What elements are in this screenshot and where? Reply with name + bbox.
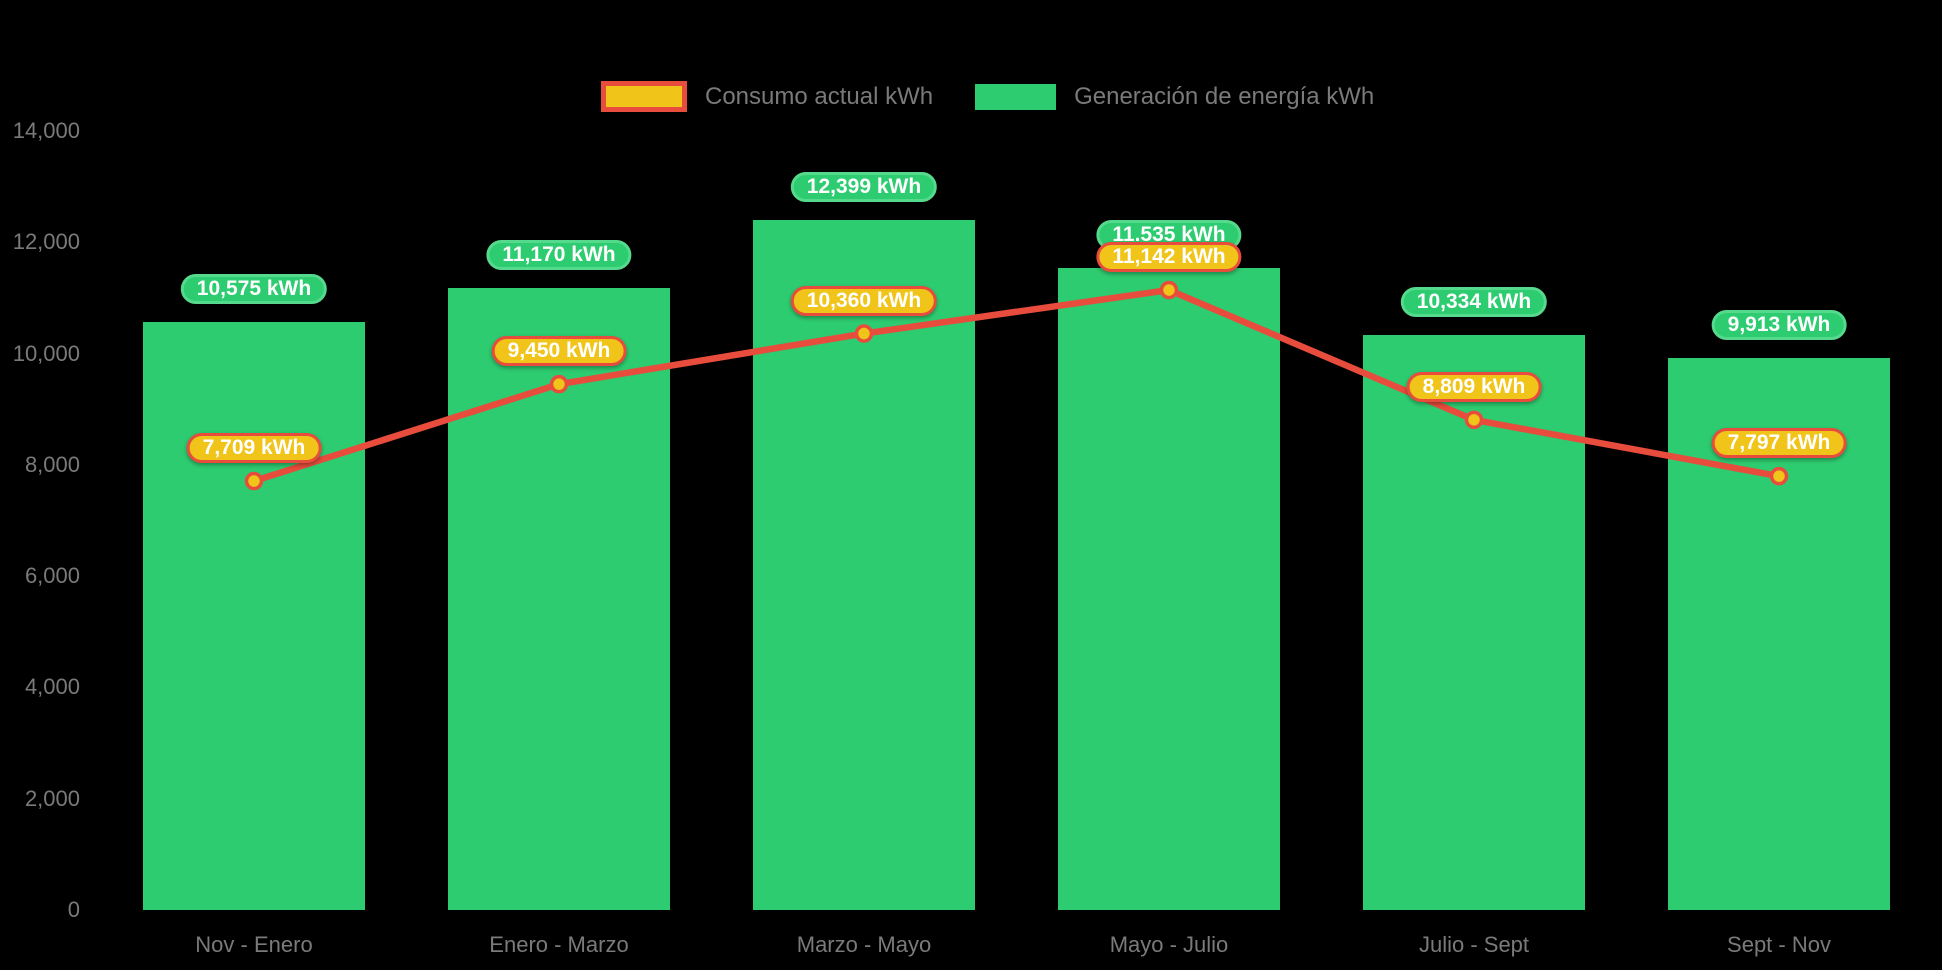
generation-value-badge: 10,575 kWh xyxy=(180,273,328,304)
x-axis-category-label: Nov - Enero xyxy=(195,932,313,957)
y-axis-tick-label: 0 xyxy=(67,897,80,922)
y-axis-tick-label: 8,000 xyxy=(24,451,80,477)
legend-swatch-generacion-icon xyxy=(975,83,1057,110)
generation-value-badge: 9,913 kWh xyxy=(1711,310,1847,341)
x-axis-category-label: Marzo - Mayo xyxy=(796,932,932,957)
x-axis-category-label: Sept - Nov xyxy=(1727,932,1831,957)
y-axis-tick-label: 4,000 xyxy=(24,674,80,700)
consumption-value-badge: 11,142 kWh xyxy=(1096,242,1242,273)
consumption-value-badge: 7,797 kWh xyxy=(1711,428,1847,459)
chart-legend: Consumo actual kWh Generación de energía… xyxy=(601,81,1374,112)
legend-item-consumo[interactable]: Consumo actual kWh xyxy=(601,81,933,112)
legend-label-generacion: Generación de energía kWh xyxy=(1074,82,1375,110)
x-axis-category-label: Enero - Marzo xyxy=(489,932,629,957)
y-axis-tick-label: 2,000 xyxy=(24,785,80,811)
consumption-point[interactable] xyxy=(854,324,874,343)
y-axis-tick-label: 10,000 xyxy=(12,340,80,366)
consumption-point[interactable] xyxy=(244,471,264,491)
generation-bar[interactable] xyxy=(143,321,365,910)
generation-value-badge: 12,399 kWh xyxy=(790,172,938,203)
legend-label-consumo: Consumo actual kWh xyxy=(705,82,934,110)
consumption-value-badge: 10,360 kWh xyxy=(790,285,938,316)
y-axis-tick-label: 12,000 xyxy=(12,229,80,255)
consumption-point[interactable] xyxy=(1769,466,1789,486)
generation-value-badge: 11,170 kWh xyxy=(486,240,632,271)
y-axis-tick-label: 14,000 xyxy=(12,118,80,143)
x-axis-category-label: Mayo - Julio xyxy=(1109,932,1229,957)
consumption-value-badge: 9,450 kWh xyxy=(491,336,627,367)
consumption-value-badge: 8,809 kWh xyxy=(1406,371,1542,402)
consumption-point[interactable] xyxy=(1159,280,1179,300)
generation-value-badge: 10,334 kWh xyxy=(1400,286,1548,317)
consumption-line xyxy=(250,286,1783,485)
consumption-point[interactable] xyxy=(1464,410,1484,430)
x-axis-category-label: Julio - Sept xyxy=(1418,932,1530,957)
consumption-point[interactable] xyxy=(549,374,569,394)
consumption-value-badge: 7,709 kWh xyxy=(186,433,322,464)
generation-bar[interactable] xyxy=(1058,268,1280,910)
legend-item-generacion[interactable]: Generación de energía kWh xyxy=(975,83,1374,111)
legend-swatch-consumo-icon xyxy=(601,81,687,112)
y-axis-tick-label: 6,000 xyxy=(24,563,80,589)
